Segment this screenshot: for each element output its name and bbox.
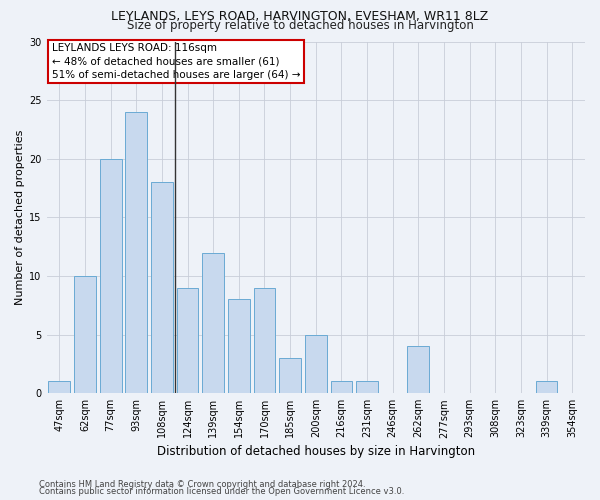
Bar [151, 182, 173, 393]
Text: Contains public sector information licensed under the Open Government Licence v3: Contains public sector information licen… [39, 487, 404, 496]
Text: Size of property relative to detached houses in Harvington: Size of property relative to detached ho… [127, 19, 473, 32]
Bar [356, 382, 378, 393]
X-axis label: Distribution of detached houses by size in Harvington: Distribution of detached houses by size … [157, 444, 475, 458]
Bar [305, 334, 326, 393]
Bar [202, 252, 224, 393]
Bar [74, 276, 96, 393]
Bar [279, 358, 301, 393]
Text: LEYLANDS, LEYS ROAD, HARVINGTON, EVESHAM, WR11 8LZ: LEYLANDS, LEYS ROAD, HARVINGTON, EVESHAM… [112, 10, 488, 23]
Bar [228, 300, 250, 393]
Bar [49, 382, 70, 393]
Bar [125, 112, 147, 393]
Text: Contains HM Land Registry data © Crown copyright and database right 2024.: Contains HM Land Registry data © Crown c… [39, 480, 365, 489]
Bar [176, 288, 199, 393]
Y-axis label: Number of detached properties: Number of detached properties [15, 130, 25, 305]
Bar [331, 382, 352, 393]
Bar [407, 346, 429, 393]
Text: LEYLANDS LEYS ROAD: 116sqm
← 48% of detached houses are smaller (61)
51% of semi: LEYLANDS LEYS ROAD: 116sqm ← 48% of deta… [52, 44, 301, 80]
Bar [536, 382, 557, 393]
Bar [100, 158, 122, 393]
Bar [254, 288, 275, 393]
